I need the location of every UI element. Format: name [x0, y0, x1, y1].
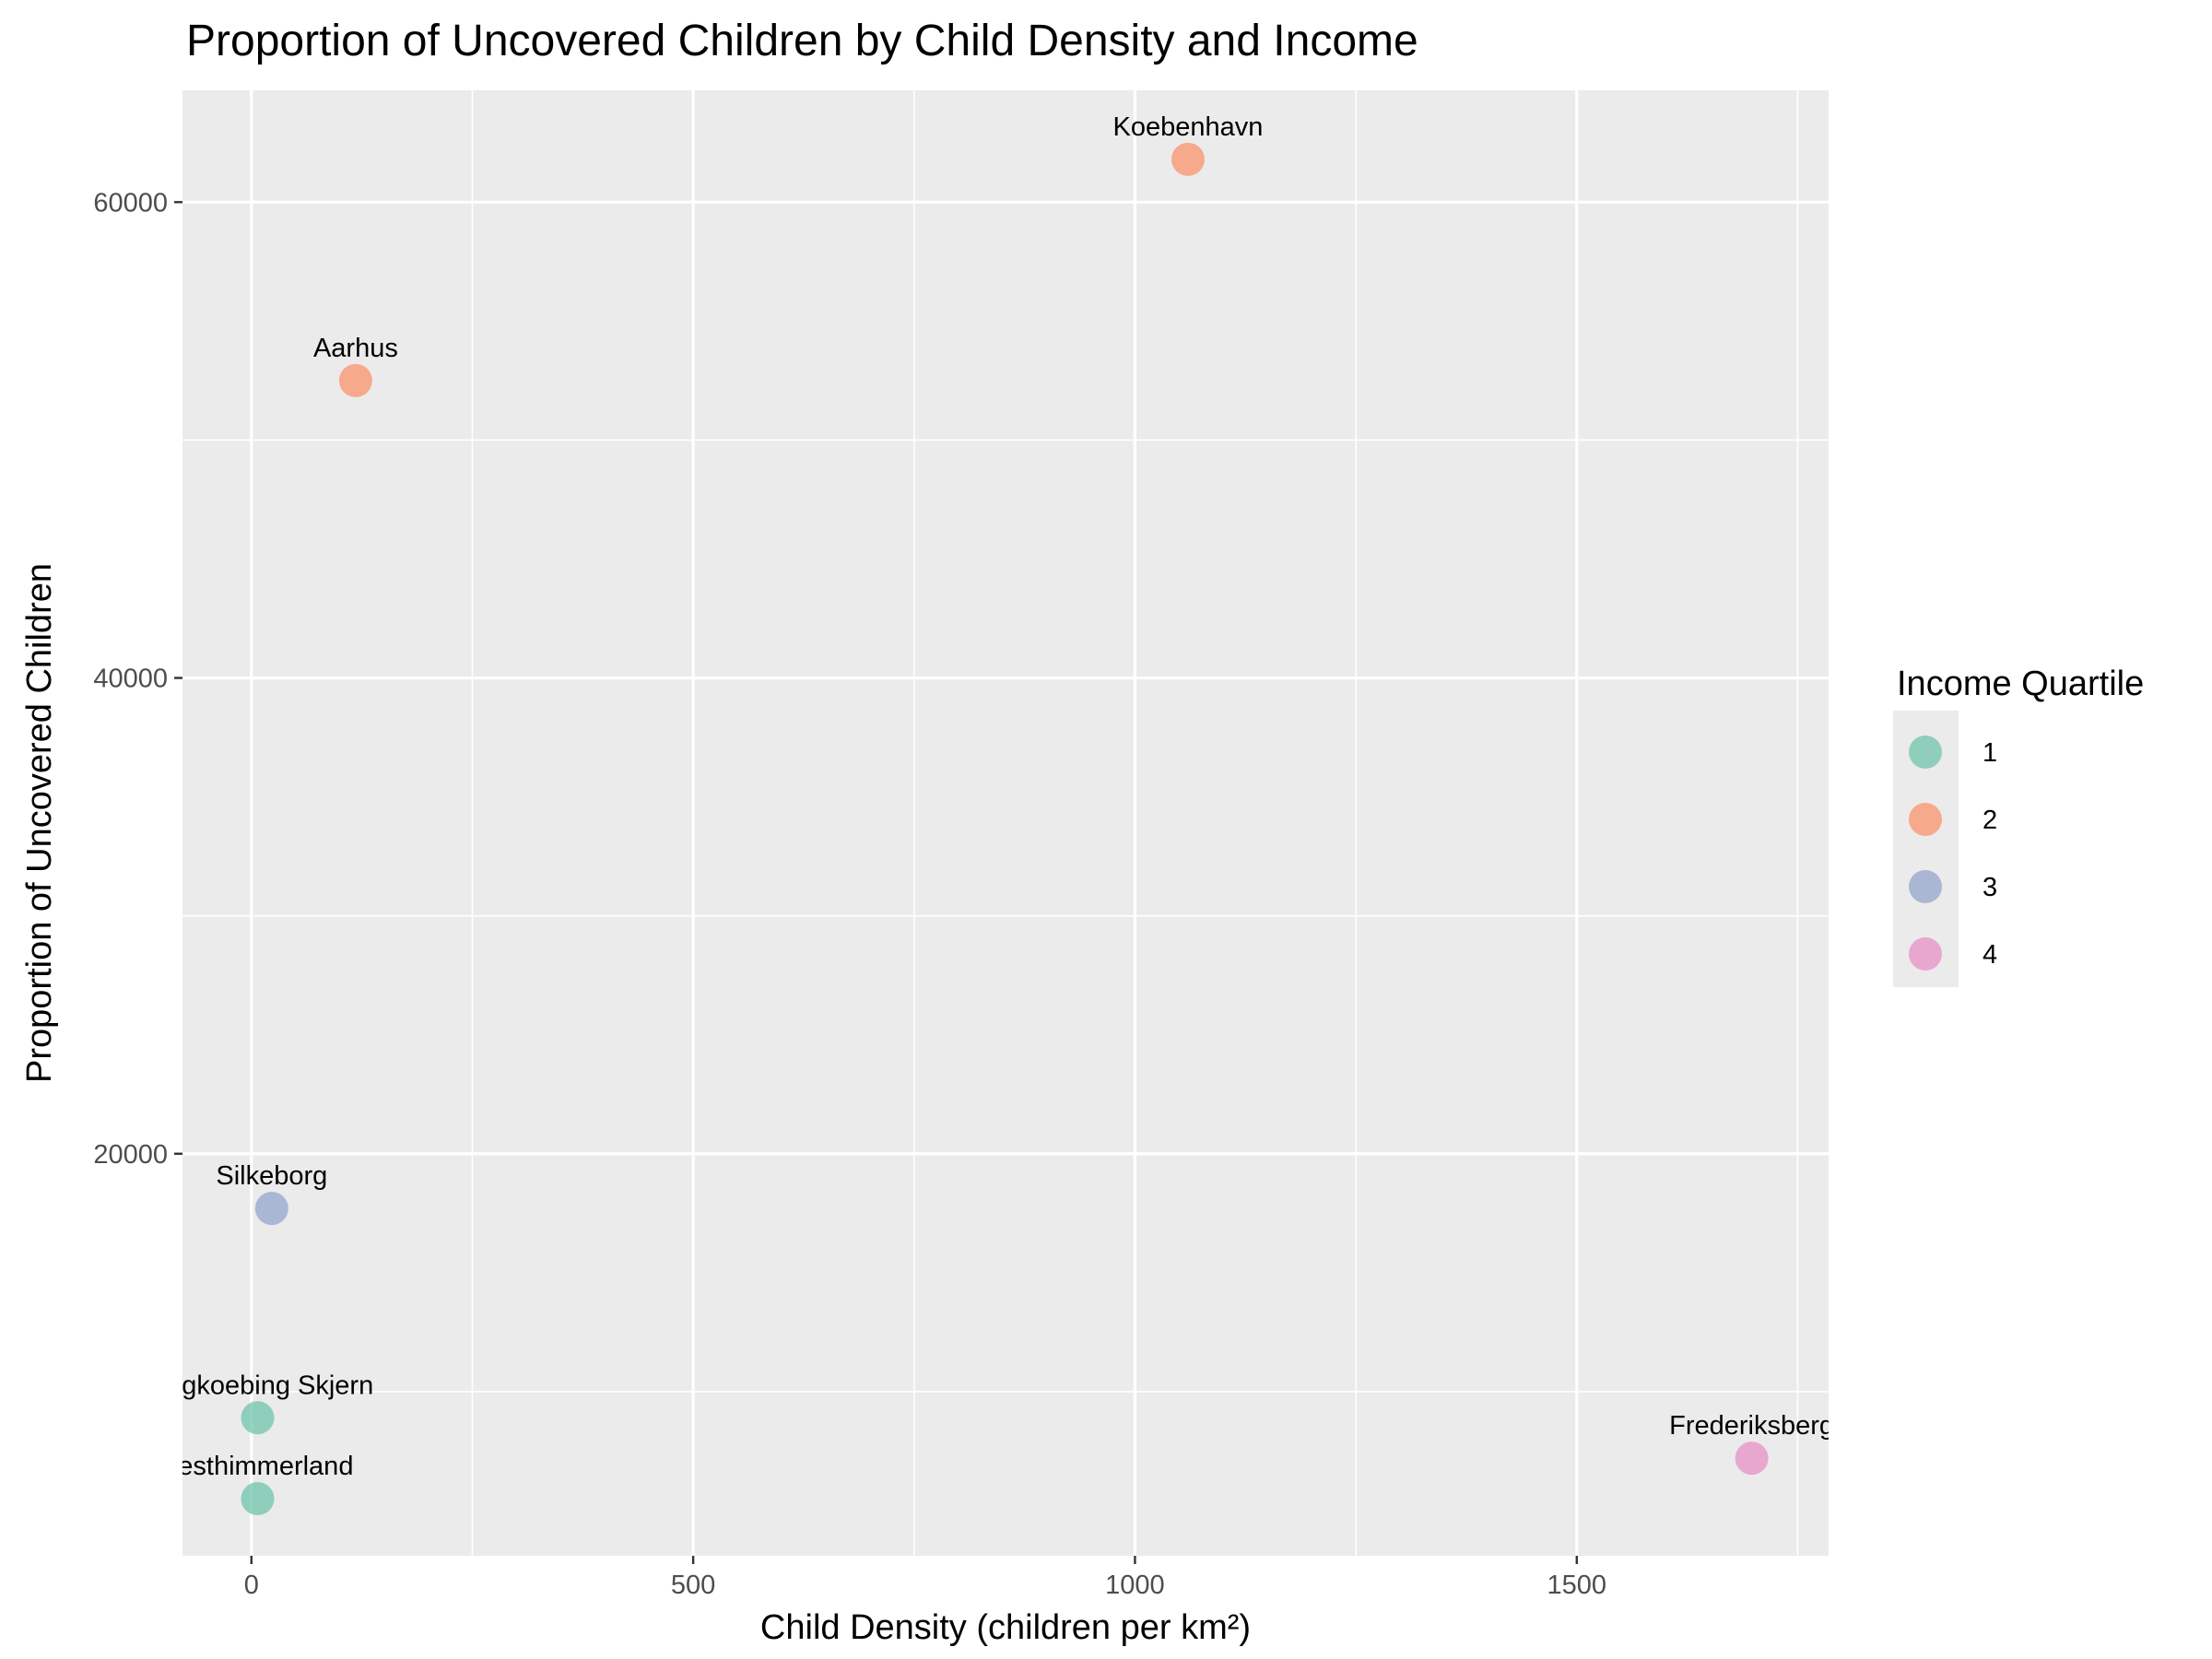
point-label: Silkeborg: [216, 1161, 327, 1191]
x-tick-label: 1500: [1547, 1571, 1607, 1600]
legend-label: 1: [1983, 738, 1997, 768]
point-label: Aarhus: [313, 334, 398, 363]
data-points: [241, 142, 1769, 1516]
legend-key: [1909, 937, 1942, 971]
y-tick-label: 20000: [93, 1140, 168, 1170]
legend-title: Income Quartile: [1897, 665, 2144, 703]
legend-label: 2: [1983, 806, 1997, 835]
x-axis-title: Child Density (children per km²): [760, 1608, 1251, 1647]
y-axis-title: Proportion of Uncovered Children: [20, 563, 59, 1083]
data-point: [241, 1401, 275, 1435]
data-point: [338, 363, 372, 397]
x-tick-label: 500: [671, 1571, 715, 1600]
y-tick-label: 60000: [93, 188, 168, 218]
point-label: Vesthimmerland: [162, 1452, 354, 1481]
data-point: [254, 1192, 288, 1226]
legend: Income Quartile 1 2 3 4: [1893, 665, 2144, 987]
x-tick-label: 1000: [1105, 1571, 1165, 1600]
point-label: Frederiksberg: [1669, 1411, 1834, 1441]
legend-key: [1909, 870, 1942, 903]
point-labels: Koebenhavn Aarhus Silkeborg Ringkoebing Skj…: [142, 112, 1834, 1481]
legend-label: 3: [1983, 873, 1997, 902]
legend-key: [1909, 735, 1942, 769]
legend-label: 4: [1983, 940, 1997, 970]
axis-ticks: 0 500 1000 1500 20000 40000 60000: [93, 188, 1606, 1600]
point-label: Koebenhavn: [1113, 112, 1264, 142]
legend-key: [1909, 803, 1942, 836]
data-point: [1735, 1441, 1769, 1476]
data-point: [241, 1482, 275, 1516]
grid-minor: [182, 90, 1829, 1556]
point-label: Ringkoebing Skjern: [142, 1371, 373, 1400]
y-tick-label: 40000: [93, 665, 168, 694]
grid-major: [182, 90, 1829, 1556]
plot-panel: [182, 90, 1829, 1556]
x-tick-label: 0: [244, 1571, 259, 1600]
chart-title: Proportion of Uncovered Children by Chil…: [186, 17, 1418, 65]
data-point: [1171, 142, 1205, 176]
